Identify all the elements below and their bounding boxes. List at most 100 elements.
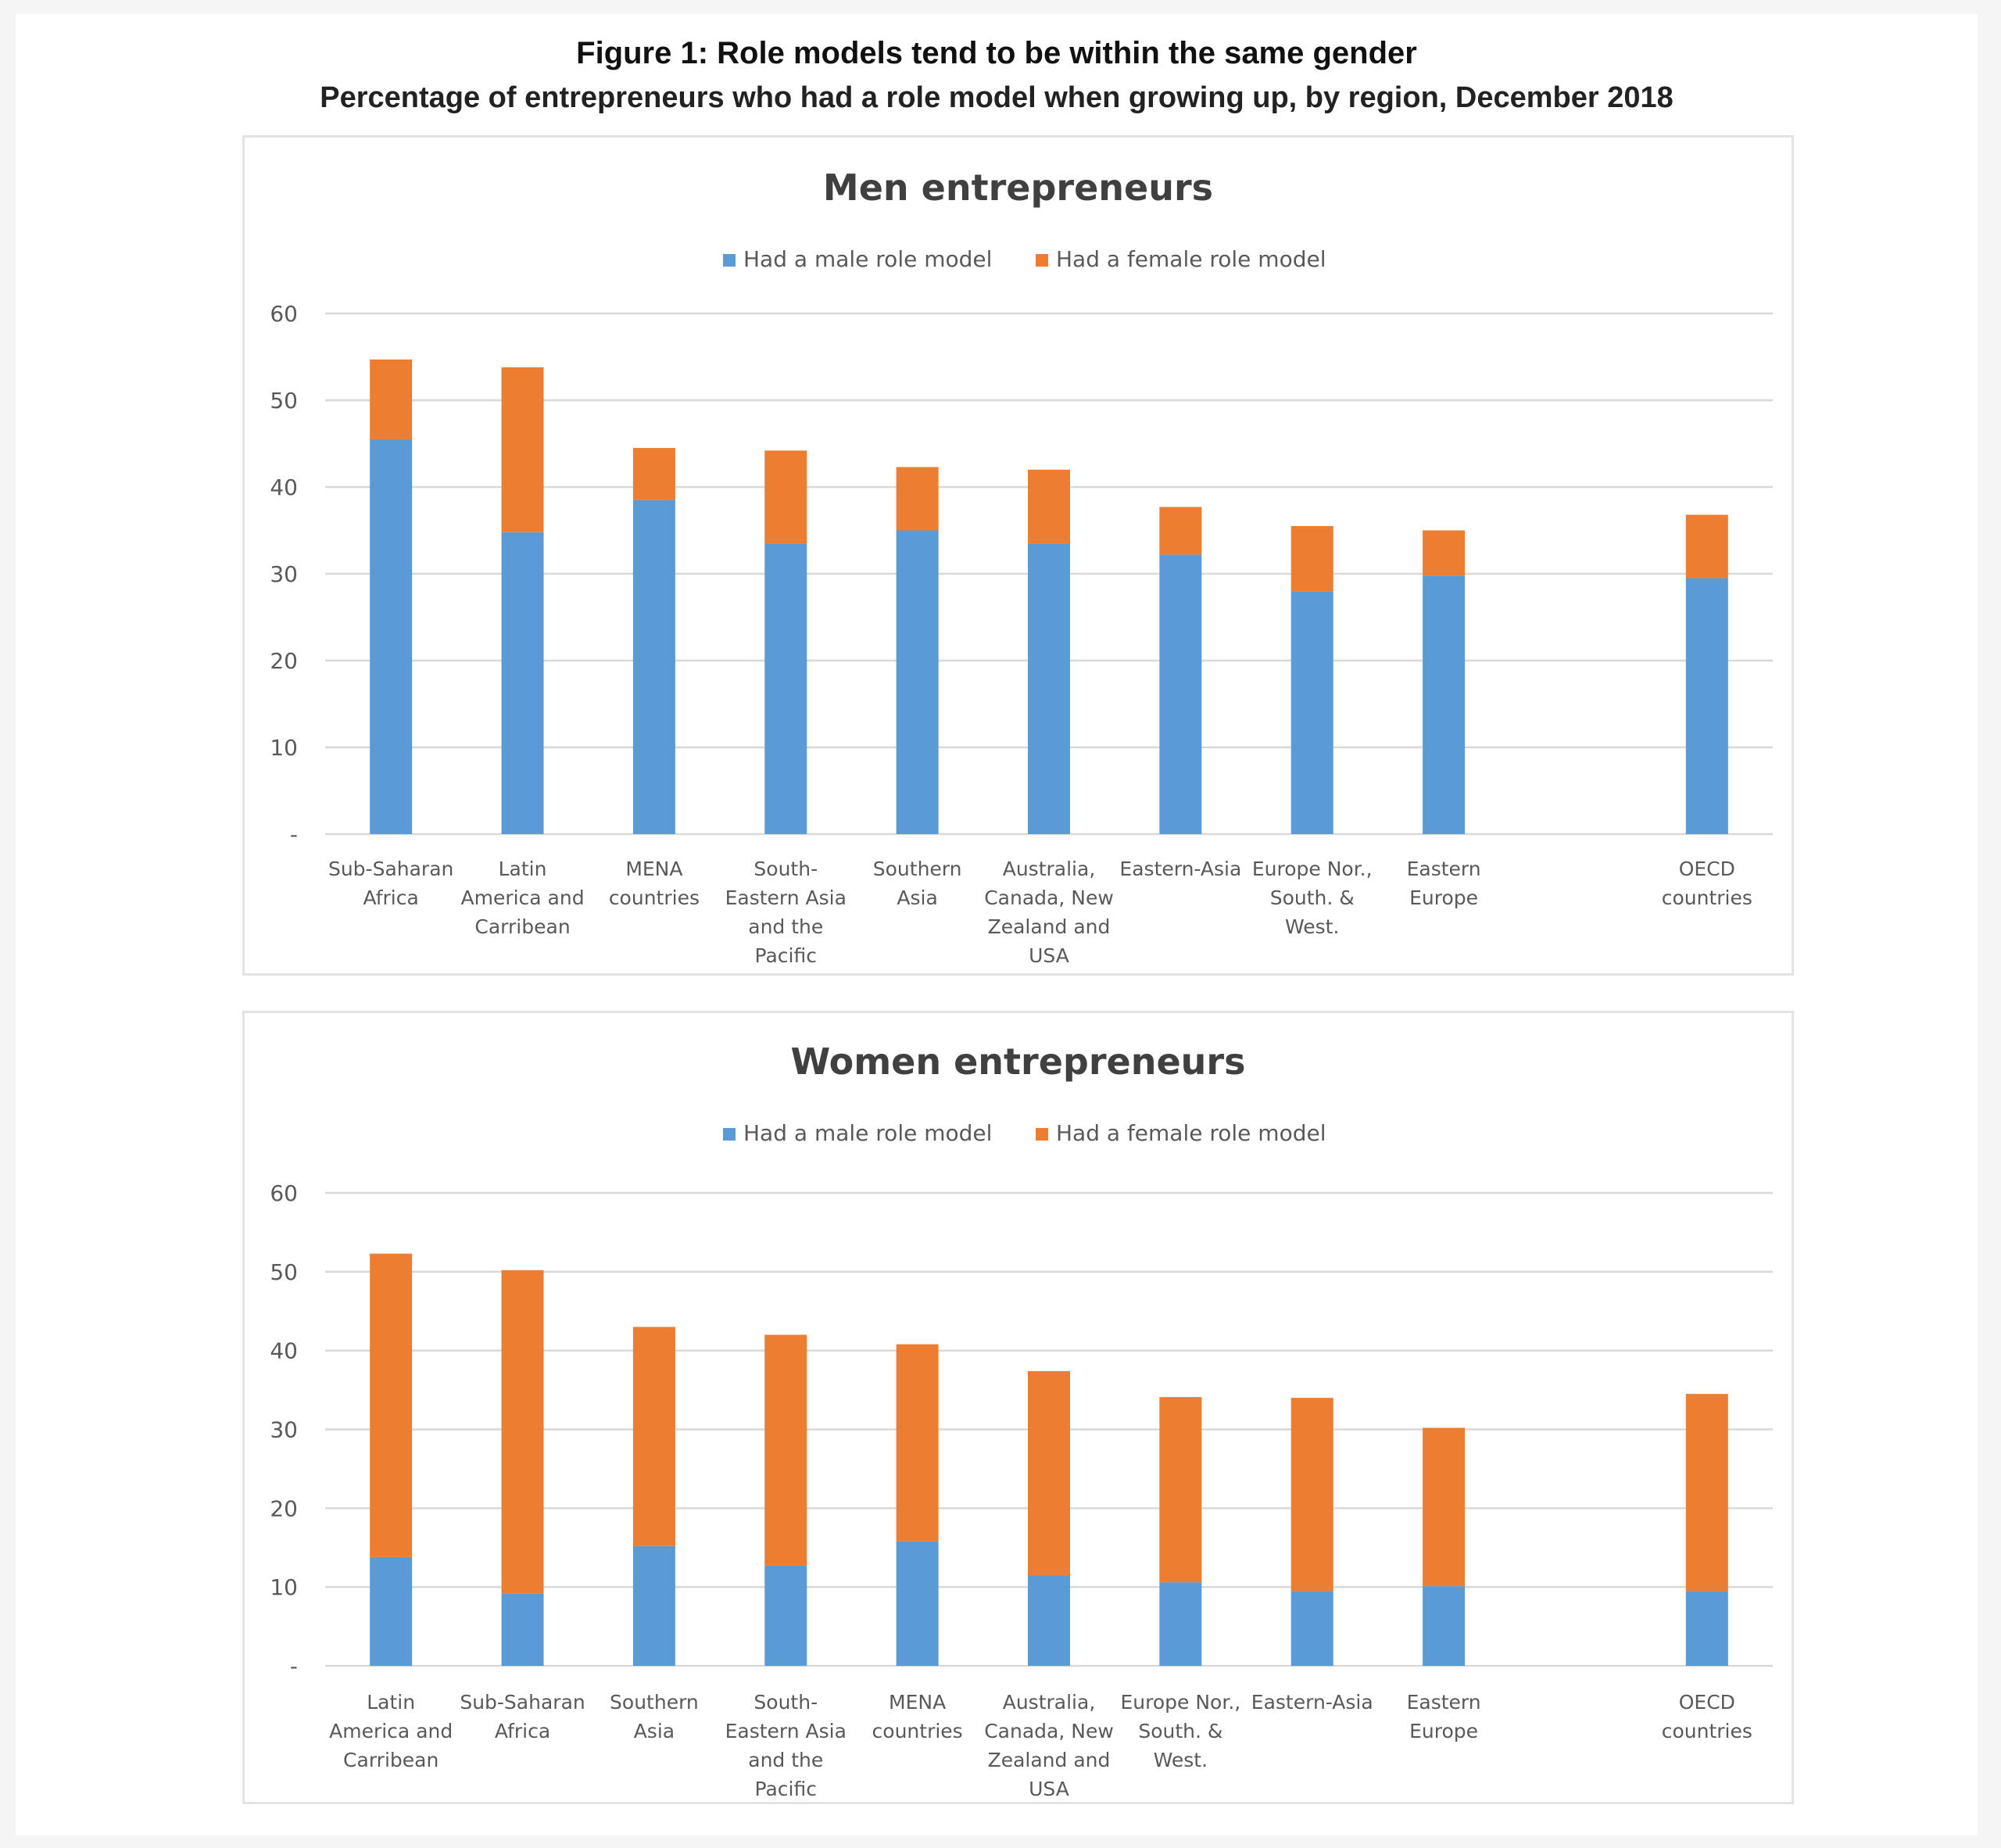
bar-male-role-model (896, 530, 939, 834)
x-tick-label-line: countries (1662, 1720, 1752, 1742)
x-tick-label-line: Africa (363, 886, 419, 909)
bar-female-role-model (1290, 525, 1333, 592)
bar-female-role-model (1028, 469, 1070, 544)
x-tick-label: OECD countries (1662, 858, 1752, 909)
women-chart-panel: Women entrepreneurs Had a male role model… (242, 1011, 1794, 1804)
men-chart-title: Men entrepreneurs (823, 167, 1213, 209)
y-tick-label: 10 (270, 735, 298, 761)
x-tick-label-line: Eastern (1407, 1691, 1481, 1714)
x-tick-label: Europe Nor., South. & West. (1120, 1691, 1240, 1771)
x-tick-label: Southern Asia (873, 858, 962, 909)
x-tick-label-line: Southern (610, 1691, 699, 1714)
x-tick-label-line: Africa (495, 1720, 550, 1742)
x-tick-label-line: Europe Nor., (1120, 1691, 1240, 1714)
bar-male-role-model (501, 532, 544, 834)
x-tick-label-line: Pacific (755, 1778, 817, 1800)
x-tick-label: Southern Asia (610, 1691, 699, 1742)
x-tick-label-line: Australia, (1003, 858, 1096, 880)
bar-male-role-model (501, 1593, 544, 1666)
bar-male-role-model (1159, 1582, 1202, 1666)
bar-male-role-model (1290, 591, 1333, 834)
bar-female-role-model (1423, 530, 1466, 576)
y-tick-label: 40 (270, 475, 298, 500)
x-tick-label: OECD countries (1662, 1691, 1752, 1742)
x-tick-label-line: Latin (367, 1691, 415, 1714)
x-tick-label-line: countries (1662, 886, 1752, 909)
figure-title: Figure 1: Role models tend to be within … (576, 36, 1417, 70)
x-tick-label-line: USA (1029, 944, 1069, 967)
x-tick-label-line: Sub-Saharan (460, 1691, 585, 1714)
women-chart-title: Women entrepreneurs (791, 1040, 1246, 1083)
y-tick-label: 10 (270, 1574, 298, 1600)
x-tick-label-line: Europe (1409, 1720, 1478, 1742)
y-tick-label: 20 (270, 1495, 298, 1521)
bar-female-role-model (896, 1344, 939, 1542)
women-chart: Women entrepreneurs Had a male role model… (270, 1040, 1773, 1800)
y-tick-label: 20 (270, 648, 298, 674)
x-tick-label-line: USA (1029, 1778, 1069, 1800)
bar-female-role-model (370, 1253, 413, 1557)
bar-female-role-model (1159, 507, 1202, 555)
x-tick-label-line: MENA (889, 1691, 946, 1714)
y-tick-label: 30 (270, 1417, 298, 1443)
x-tick-label: Europe Nor., South. & West. (1252, 858, 1373, 938)
x-tick-label-line: South. & (1138, 1720, 1222, 1742)
x-tick-label-line: Eastern Asia (725, 886, 847, 909)
x-tick-label-line: South- (754, 858, 818, 880)
bar-male-role-model (1290, 1591, 1333, 1666)
x-tick-label: Australia, Canada, New Zealand and USA (984, 858, 1114, 967)
bar-female-role-model (632, 448, 675, 500)
x-tick-label: Eastern-Asia (1119, 858, 1241, 880)
bar-male-role-model (370, 439, 413, 834)
x-tick-label-line: Zealand and (988, 915, 1111, 938)
figure-subtitle: Percentage of entrepreneurs who had a ro… (320, 81, 1673, 114)
x-tick-label: Latin America and Carribean (329, 1691, 453, 1771)
x-tick-label-line: America and (460, 886, 584, 909)
bar-male-role-model (1423, 575, 1466, 834)
men-chart-panel: Men entrepreneurs Had a male role model Ha… (242, 135, 1794, 976)
x-tick-label: Latin America and Carribean (460, 858, 584, 938)
men-chart: Men entrepreneurs Had a male role model Ha… (270, 167, 1773, 967)
x-tick-label-line: Canada, New (984, 1720, 1114, 1742)
bar-male-role-model (1423, 1586, 1466, 1666)
bar-female-role-model (1685, 1394, 1728, 1592)
x-tick-label: MENA countries (872, 1691, 963, 1742)
x-tick-label-line: and the (748, 915, 823, 938)
x-tick-label-line: America and (329, 1720, 453, 1742)
x-tick-label-line: Eastern-Asia (1251, 1691, 1373, 1714)
legend-label: Had a male role model (743, 246, 992, 272)
legend-item-male: Had a male role model (723, 1120, 992, 1146)
y-tick-label: 60 (270, 1180, 298, 1206)
y-tick-label: - (290, 822, 298, 847)
x-tick-label-line: Sub-Saharan (328, 858, 453, 880)
bar-female-role-model (370, 359, 413, 439)
x-tick-label-line: Europe (1409, 886, 1478, 909)
x-tick-label-line: West. (1154, 1749, 1208, 1771)
legend-swatch (723, 1128, 736, 1141)
y-tick-label: - (290, 1653, 298, 1679)
legend-item-female: Had a female role model (1036, 1120, 1326, 1146)
bar-male-role-model (1685, 1591, 1728, 1666)
bar-male-role-model (764, 1565, 807, 1666)
bar-male-role-model (764, 543, 807, 834)
bar-female-role-model (1423, 1427, 1466, 1587)
x-tick-label-line: Southern (873, 858, 962, 880)
x-tick-label-line: Carribean (343, 1749, 439, 1771)
bar-male-role-model (1028, 543, 1070, 834)
x-tick-label-line: countries (872, 1720, 963, 1742)
bar-male-role-model (1159, 554, 1202, 834)
x-tick-label: Sub-Saharan Africa (460, 1691, 585, 1742)
x-tick-label-line: Pacific (755, 944, 817, 967)
x-tick-label-line: Eastern Asia (725, 1720, 847, 1742)
x-tick-label: South- Eastern Asia and the Pacific (725, 858, 847, 967)
bar-female-role-model (501, 367, 544, 532)
legend-label: Had a female role model (1056, 246, 1326, 272)
bar-male-role-model (632, 1545, 675, 1666)
x-tick-label-line: Zealand and (988, 1749, 1111, 1771)
x-tick-label-line: countries (609, 886, 700, 909)
bar-female-role-model (1028, 1370, 1070, 1576)
x-tick-label-line: Australia, (1003, 1691, 1096, 1714)
bar-male-role-model (370, 1556, 413, 1666)
y-tick-label: 60 (270, 301, 298, 327)
bar-male-role-model (896, 1541, 939, 1666)
